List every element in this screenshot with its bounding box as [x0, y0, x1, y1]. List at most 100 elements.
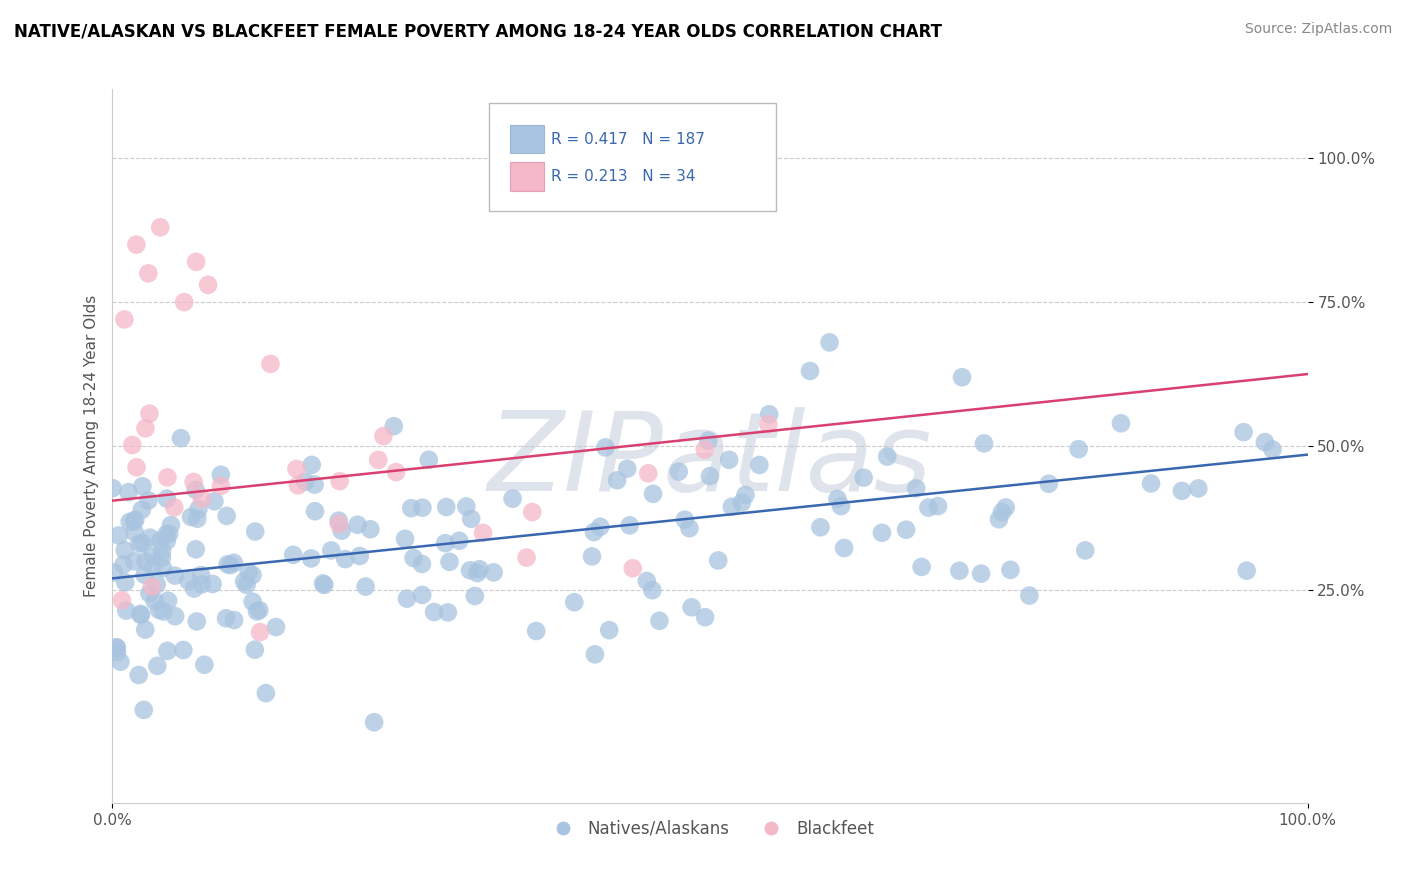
Point: [184, 483, 207, 497]
Point: [163, 500, 186, 515]
Point: [157, 526, 180, 541]
Text: NATIVE/ALASKAN VS BLACKFEET FEMALE POVERTY AMONG 18-24 YEAR OLDS CORRELATION CHA: NATIVE/ALASKAN VS BLACKFEET FEMALE POVER…: [14, 22, 942, 40]
Point: [134, 554, 156, 568]
Point: [112, 558, 135, 572]
Point: [138, 407, 160, 421]
Point: [114, 575, 136, 590]
Point: [235, 578, 257, 592]
Point: [321, 543, 343, 558]
Point: [619, 518, 641, 533]
Point: [394, 532, 416, 546]
Point: [156, 491, 179, 506]
Point: [314, 578, 336, 592]
Point: [636, 574, 658, 588]
Point: [595, 441, 617, 455]
Point: [616, 461, 638, 475]
Point: [472, 525, 495, 540]
Point: [439, 555, 461, 569]
Point: [222, 556, 245, 570]
Point: [1018, 589, 1040, 603]
Point: [418, 452, 440, 467]
Point: [103, 566, 125, 580]
Point: [131, 502, 153, 516]
Point: [190, 568, 212, 582]
Point: [124, 554, 146, 568]
Point: [329, 474, 352, 488]
Point: [434, 500, 457, 514]
Point: [238, 565, 260, 579]
Point: [693, 610, 716, 624]
Point: [734, 488, 756, 502]
Point: [449, 533, 471, 548]
Point: [247, 603, 270, 617]
Point: [184, 542, 207, 557]
FancyBboxPatch shape: [510, 125, 544, 153]
Point: [108, 528, 131, 542]
Point: [186, 511, 208, 525]
Point: [991, 505, 1014, 519]
Point: [183, 475, 205, 489]
Point: [354, 580, 377, 594]
Point: [243, 642, 266, 657]
Point: [1233, 425, 1256, 439]
Point: [209, 467, 232, 482]
Point: [138, 266, 160, 280]
Point: [818, 335, 841, 350]
Point: [637, 467, 659, 481]
Point: [464, 589, 486, 603]
Point: [299, 551, 322, 566]
Text: Source: ZipAtlas.com: Source: ZipAtlas.com: [1244, 22, 1392, 37]
Point: [139, 531, 162, 545]
Point: [1171, 483, 1194, 498]
Point: [249, 625, 271, 640]
Point: [124, 513, 146, 527]
Point: [502, 491, 524, 506]
Point: [150, 550, 173, 565]
Point: [148, 603, 170, 617]
Point: [468, 562, 491, 576]
Point: [583, 648, 606, 662]
Point: [170, 431, 193, 445]
Point: [720, 500, 742, 514]
Point: [382, 419, 405, 434]
Point: [101, 481, 124, 495]
Point: [1254, 435, 1277, 450]
Point: [118, 515, 141, 529]
Point: [456, 500, 478, 514]
Point: [157, 593, 180, 607]
Point: [121, 438, 143, 452]
Point: [437, 606, 460, 620]
Point: [134, 421, 156, 435]
Point: [641, 583, 664, 598]
Point: [917, 500, 939, 515]
Point: [301, 458, 323, 472]
Point: [460, 512, 482, 526]
Point: [283, 548, 305, 562]
Point: [242, 568, 264, 582]
Point: [810, 520, 832, 534]
Point: [1067, 442, 1090, 457]
Point: [363, 715, 385, 730]
Y-axis label: Female Poverty Among 18-24 Year Olds: Female Poverty Among 18-24 Year Olds: [83, 295, 98, 597]
Point: [411, 588, 433, 602]
Point: [105, 640, 128, 655]
Point: [132, 703, 155, 717]
Point: [201, 577, 224, 591]
Point: [1140, 476, 1163, 491]
Point: [254, 686, 277, 700]
Point: [114, 543, 136, 558]
Point: [294, 475, 316, 489]
Point: [165, 609, 187, 624]
Point: [312, 576, 335, 591]
Text: ZIPatlas: ZIPatlas: [488, 407, 932, 514]
Point: [183, 582, 205, 596]
Point: [285, 462, 308, 476]
Point: [718, 453, 741, 467]
Point: [193, 657, 215, 672]
Point: [124, 525, 146, 540]
Point: [423, 605, 446, 619]
Point: [830, 499, 852, 513]
Point: [973, 436, 995, 450]
Point: [134, 567, 156, 582]
Point: [191, 577, 214, 591]
